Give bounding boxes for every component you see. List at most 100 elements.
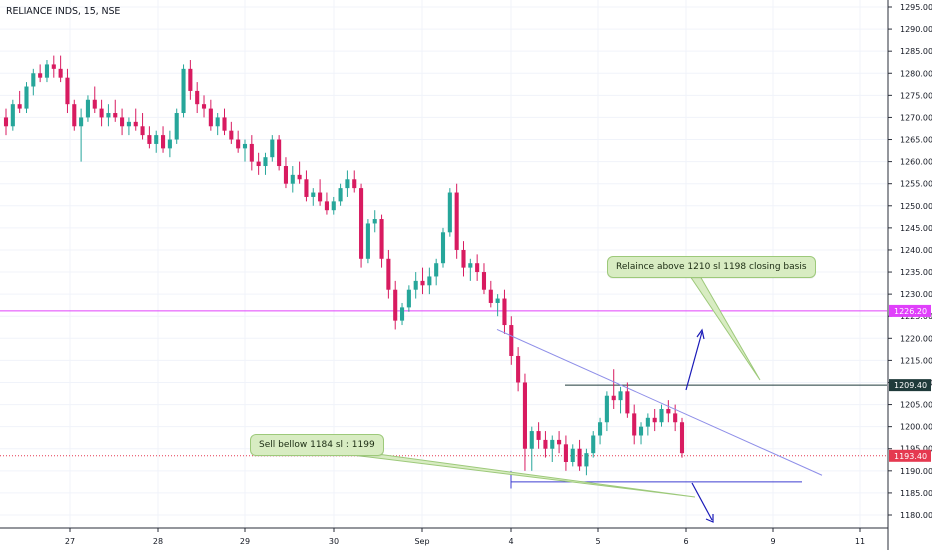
price-tick-label: 1230.00 [900,290,932,299]
price-tick-label: 1220.00 [900,334,932,343]
candle-body [297,174,302,180]
price-tick-label: 1195.00 [900,445,932,454]
time-tick-label: 30 [329,537,339,546]
annotation-sell-callout[interactable]: Sell bellow 1184 sl : 1199 [250,434,384,456]
candle-body [468,263,473,268]
candle-body [24,86,29,109]
candle-body [17,104,22,109]
candle-body [215,117,220,127]
candle-body [236,139,241,149]
descending-trendline [496,329,823,476]
candle-body [31,73,36,87]
candle-body [188,68,193,91]
candle-body [126,121,131,127]
price-tick-label: 1200.00 [900,423,932,432]
candle-body [557,439,562,445]
candle-body [638,426,644,436]
candle-body [598,422,603,436]
time-tick-label: Sep [414,537,429,546]
candle-body [502,298,507,326]
time-tick-label: 29 [240,537,250,546]
candle-body [522,382,527,449]
candle-body [147,135,152,144]
candle-series [3,55,685,476]
candle-body [427,276,432,286]
candle-body [454,192,459,250]
candle-body [38,73,43,78]
candle-body [161,135,166,149]
candle-body [44,64,50,78]
candle-body [324,201,329,211]
candle-body [133,121,138,127]
price-label-text: 1209.40 [894,381,927,390]
candle-body [365,223,370,259]
candle-body [338,188,343,202]
candle-body [447,192,452,233]
price-label-box [889,379,931,392]
candle-body [625,391,630,414]
candle-body [201,104,207,109]
up-arrow-head [696,328,705,340]
candle-body [413,280,418,290]
candle-body [174,113,179,140]
candle-body [229,130,234,140]
candle-body [488,289,493,303]
level-lines [0,310,887,457]
candle-body [3,117,9,127]
price-tick-label: 1295.00 [900,3,932,12]
candle-body [58,68,63,78]
candle-body [570,448,575,462]
candle-body [386,258,391,290]
candle-body [475,263,480,273]
price-tick-label: 1285.00 [900,47,932,56]
candle-body [577,448,582,467]
price-tick-label: 1265.00 [900,136,932,145]
candle-body [372,219,377,224]
candle-body [140,126,145,136]
candle-body [591,435,596,454]
price-tick-label: 1180.00 [900,511,932,520]
price-label-box [889,304,931,317]
candle-body [120,117,125,127]
up-arrow-shaft [685,331,703,391]
down-arrow-shaft [691,482,713,521]
candle-body [270,139,275,158]
candle-body [673,413,678,423]
candle-body [311,192,316,197]
candle-body [659,408,664,423]
candle-body [584,453,589,467]
price-label-text: 1193.40 [894,452,927,461]
price-tick-label: 1245.00 [900,224,932,233]
candle-body [113,113,118,118]
annotation-buy-callout[interactable]: Relaince above 1210 sl 1198 closing basi… [607,256,816,278]
candle-body [461,249,466,268]
candle-body [645,417,650,427]
price-label-box [889,449,931,462]
time-tick-label: 5 [595,537,600,546]
price-tick-label: 1290.00 [900,25,932,34]
candle-body [536,431,541,440]
candle-body [277,139,282,167]
time-tick-label: 9 [770,537,775,546]
price-tick-label: 1250.00 [900,202,932,211]
candle-body [249,143,254,162]
candle-body [679,422,685,454]
price-tick-label: 1275.00 [900,91,932,100]
candle-body [51,64,56,69]
candle-body [256,161,261,167]
time-tick-label: 28 [153,537,163,546]
candle-body [318,192,323,202]
candle-body [290,174,295,184]
candle-body [154,135,159,144]
price-tick-label: 1235.00 [900,268,932,277]
price-tick-label: 1205.00 [900,401,932,410]
time-tick-label: 11 [855,537,865,546]
candle-body [359,188,364,259]
price-label-text: 1226.20 [894,307,927,316]
candle-body [406,289,411,308]
candle-body [632,413,637,436]
candle-body [379,219,384,259]
candle-body [434,263,439,277]
candle-body [393,289,398,321]
